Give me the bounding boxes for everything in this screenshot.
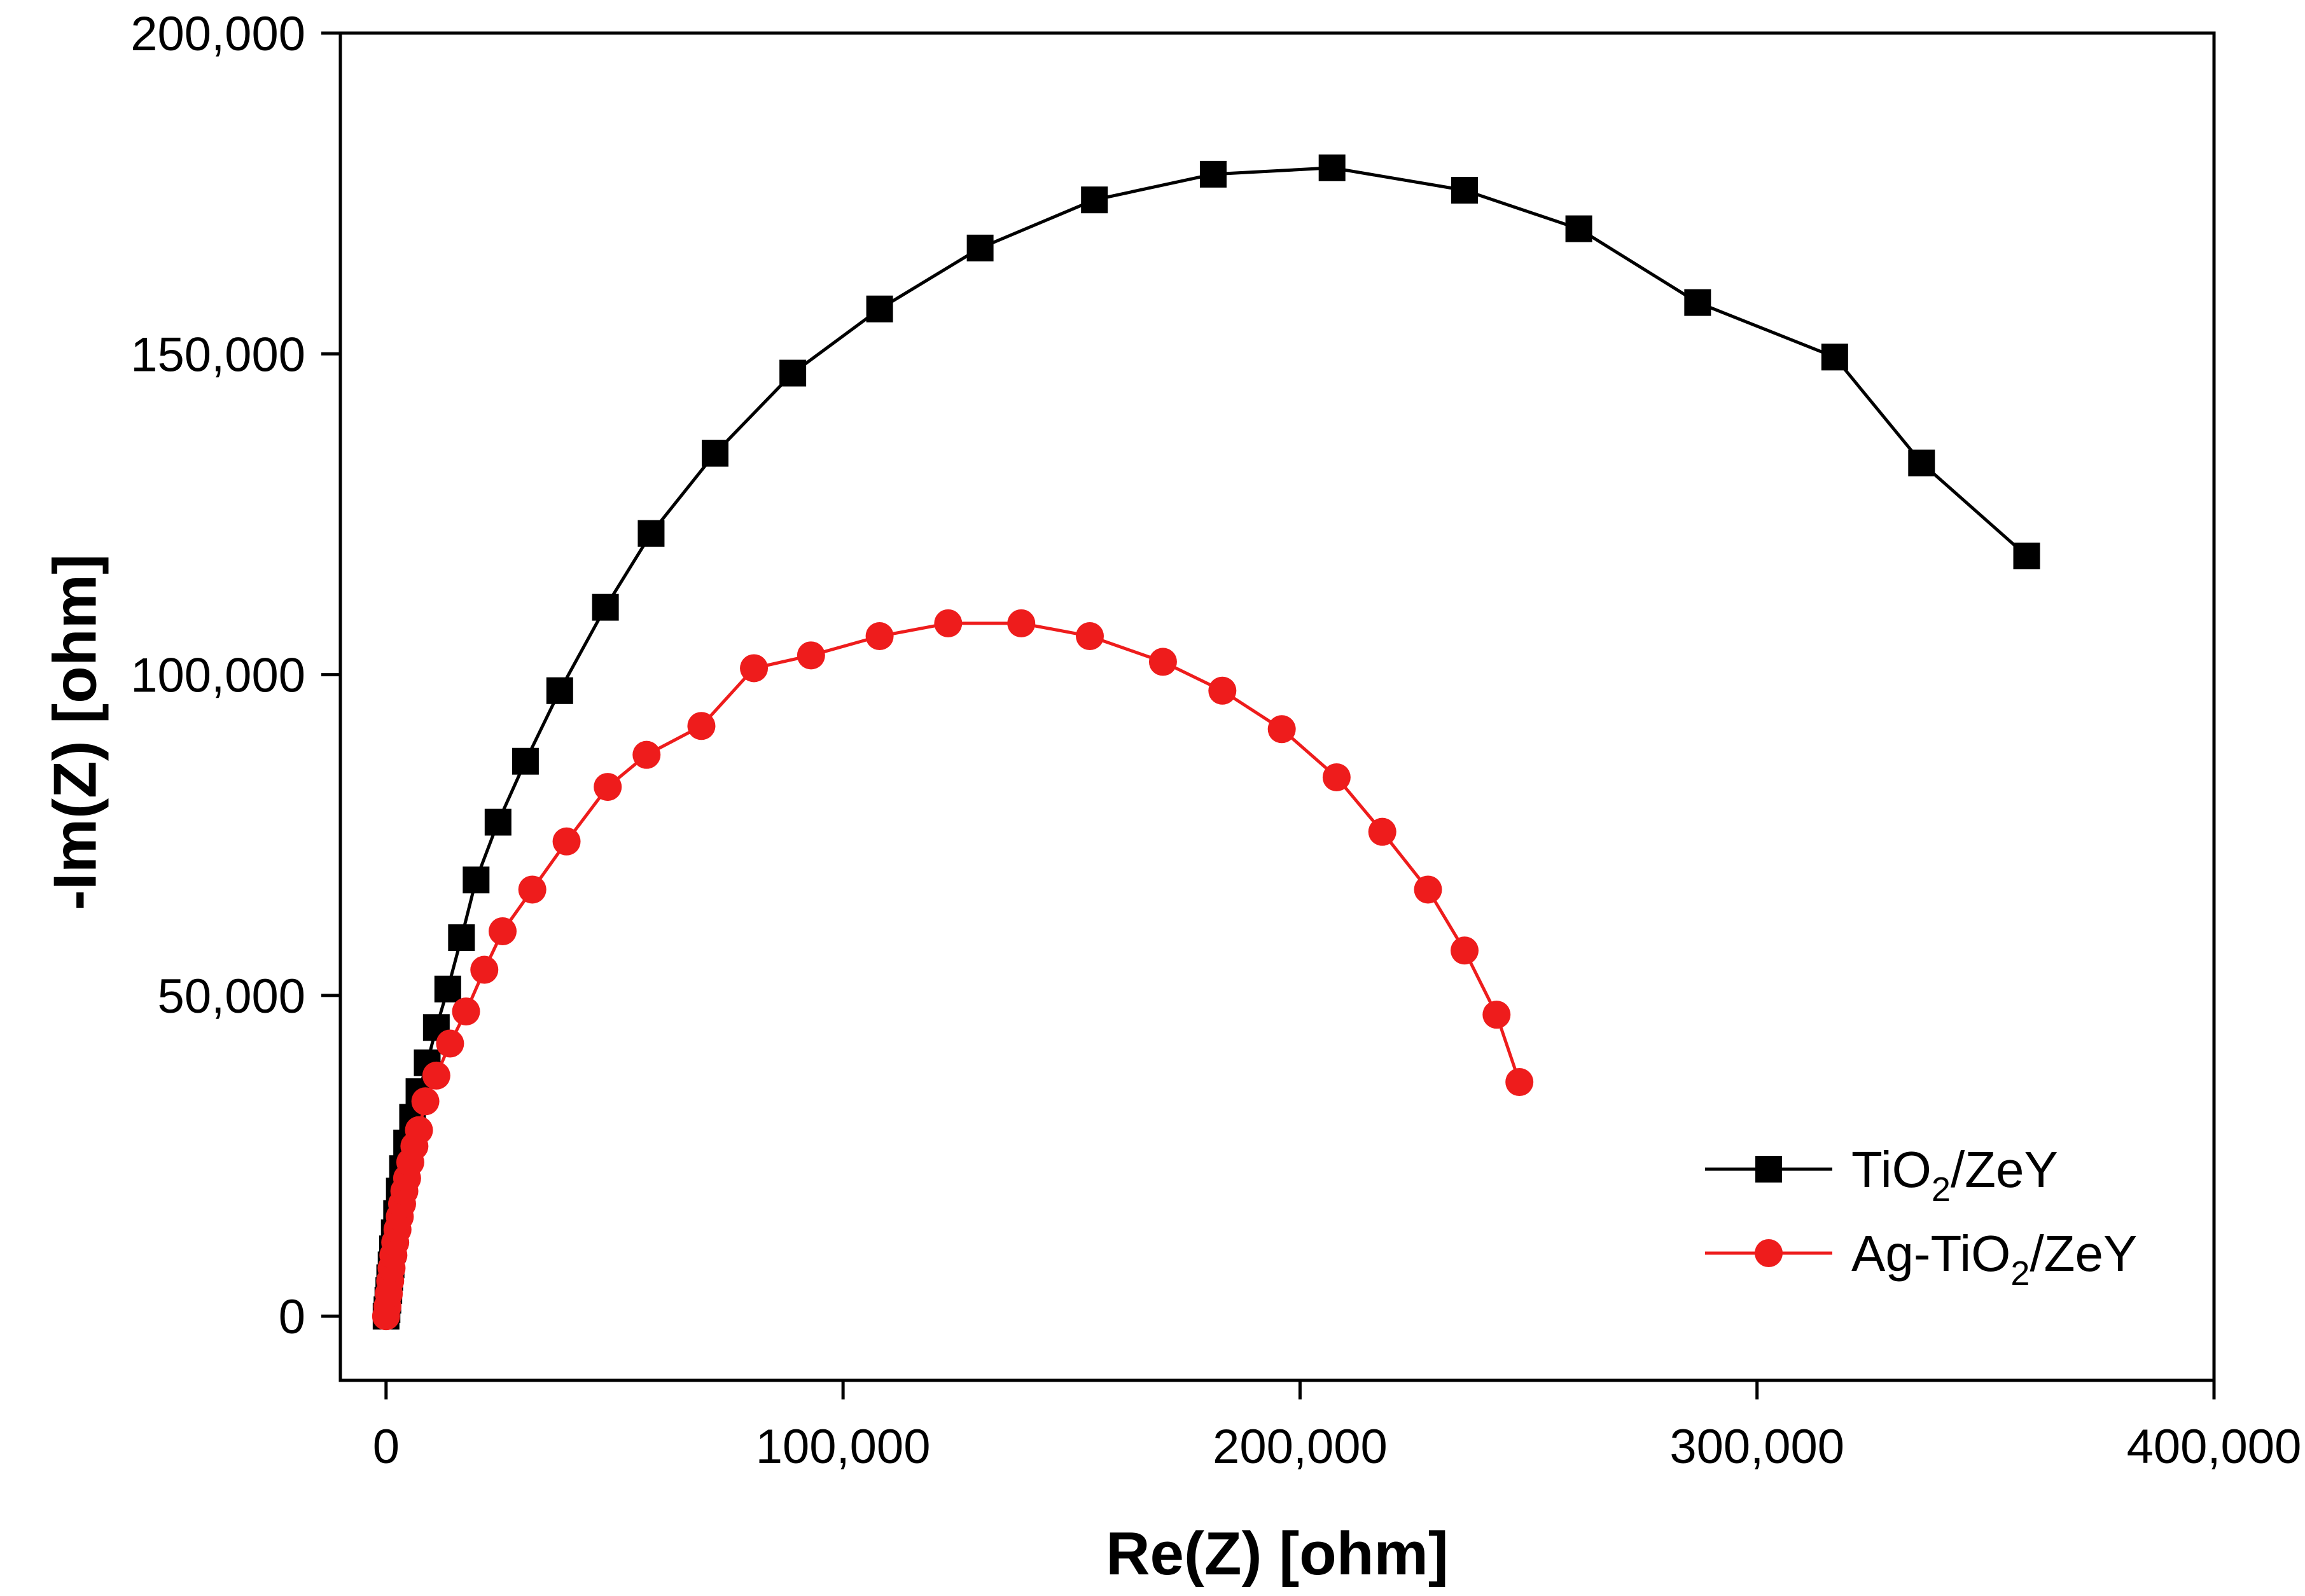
data-point [1318, 154, 1346, 181]
data-point [1007, 609, 1036, 637]
data-point [637, 520, 665, 547]
data-point [452, 997, 480, 1026]
y-tick-label: 100,000 [130, 649, 305, 703]
x-tick-label: 100,000 [756, 1420, 931, 1474]
series-layer [372, 154, 2040, 1331]
data-point [1208, 676, 1237, 705]
data-point [1267, 715, 1296, 744]
axes-layer: 0 100,000 200,000 300,000 400,000 0 50,000 100,… [130, 7, 2301, 1474]
plot-frame [338, 31, 2216, 1382]
data-point [463, 866, 490, 894]
data-point [1482, 1001, 1511, 1029]
data-point [411, 1087, 440, 1116]
legend-label-subscript: 2 [1932, 1170, 1951, 1209]
y-tick-label: 150,000 [130, 328, 305, 382]
legend-label-rest: /ZeY [1951, 1141, 2058, 1198]
legend-marker [1755, 1239, 1783, 1267]
data-point [1908, 449, 1935, 476]
data-point [797, 641, 825, 670]
data-point [436, 1029, 464, 1058]
data-point [632, 740, 661, 769]
data-point [1081, 186, 1108, 214]
data-point [1368, 817, 1396, 846]
x-tick-label: 400,000 [2127, 1420, 2302, 1474]
data-point [434, 975, 461, 1003]
y-tick-label: 0 [279, 1290, 305, 1344]
data-point [1414, 875, 1442, 904]
x-tick-label: 300,000 [1669, 1420, 1844, 1474]
legend-label-main: Ag-TiO [1851, 1225, 2010, 1282]
data-point [702, 440, 728, 467]
data-point [592, 593, 619, 621]
data-point [1148, 648, 1177, 676]
data-point [488, 917, 517, 945]
data-point [594, 773, 622, 801]
data-point [866, 295, 893, 323]
data-point [518, 875, 547, 904]
data-point [422, 1061, 450, 1090]
data-point [1565, 215, 1592, 242]
data-point [470, 955, 499, 984]
y-tick-label: 200,000 [130, 7, 305, 61]
data-point [934, 609, 963, 637]
data-point [1076, 622, 1104, 651]
data-point [966, 234, 994, 261]
data-point [448, 924, 475, 952]
data-point [1451, 177, 1478, 204]
data-point [865, 622, 894, 651]
legend-label: Ag-TiO2/ZeY [1851, 1225, 2137, 1293]
legend-label-main: TiO [1851, 1141, 1932, 1198]
series-ag-tio2-zey [372, 609, 1534, 1331]
data-point [546, 677, 573, 704]
data-point [484, 808, 512, 836]
legend-label-subscript: 2 [2010, 1254, 2030, 1293]
data-point [1199, 160, 1227, 188]
y-tick-label: 50,000 [158, 969, 305, 1024]
data-point [405, 1116, 433, 1144]
data-point [687, 712, 716, 740]
data-point [1684, 289, 1711, 316]
legend-item: Ag-TiO2/ZeY [1705, 1225, 2137, 1293]
legend-label-rest: /ZeY [2030, 1225, 2137, 1282]
data-point [512, 747, 539, 775]
legend-item: TiO2/ZeY [1705, 1141, 2058, 1209]
x-tick-label: 200,000 [1213, 1420, 1388, 1474]
data-point [740, 654, 769, 683]
y-axis-title: -Im(Z) [ohm] [41, 554, 109, 910]
data-point [1505, 1068, 1534, 1097]
x-tick-label: 0 [373, 1420, 400, 1474]
data-point [1821, 343, 1848, 371]
data-point [1451, 936, 1479, 965]
data-point [552, 827, 581, 856]
data-point [2013, 542, 2040, 569]
legend-marker [1755, 1156, 1782, 1183]
x-axis-title: Re(Z) [ohm] [1106, 1520, 1449, 1588]
data-point [1322, 763, 1351, 791]
legend-label: TiO2/ZeY [1851, 1141, 2058, 1209]
data-point [779, 359, 807, 387]
